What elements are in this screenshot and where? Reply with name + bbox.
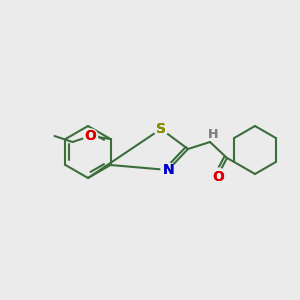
Circle shape <box>83 129 98 143</box>
Text: S: S <box>156 122 166 136</box>
Circle shape <box>211 168 225 182</box>
Text: O: O <box>85 129 97 143</box>
Text: N: N <box>163 163 175 177</box>
Text: O: O <box>85 129 97 143</box>
Text: H: H <box>208 128 218 140</box>
Text: H: H <box>208 128 218 140</box>
Text: O: O <box>212 170 224 184</box>
Text: S: S <box>156 122 166 136</box>
Circle shape <box>161 163 175 177</box>
Text: O: O <box>212 170 224 184</box>
Text: N: N <box>163 163 175 177</box>
Circle shape <box>154 122 168 136</box>
